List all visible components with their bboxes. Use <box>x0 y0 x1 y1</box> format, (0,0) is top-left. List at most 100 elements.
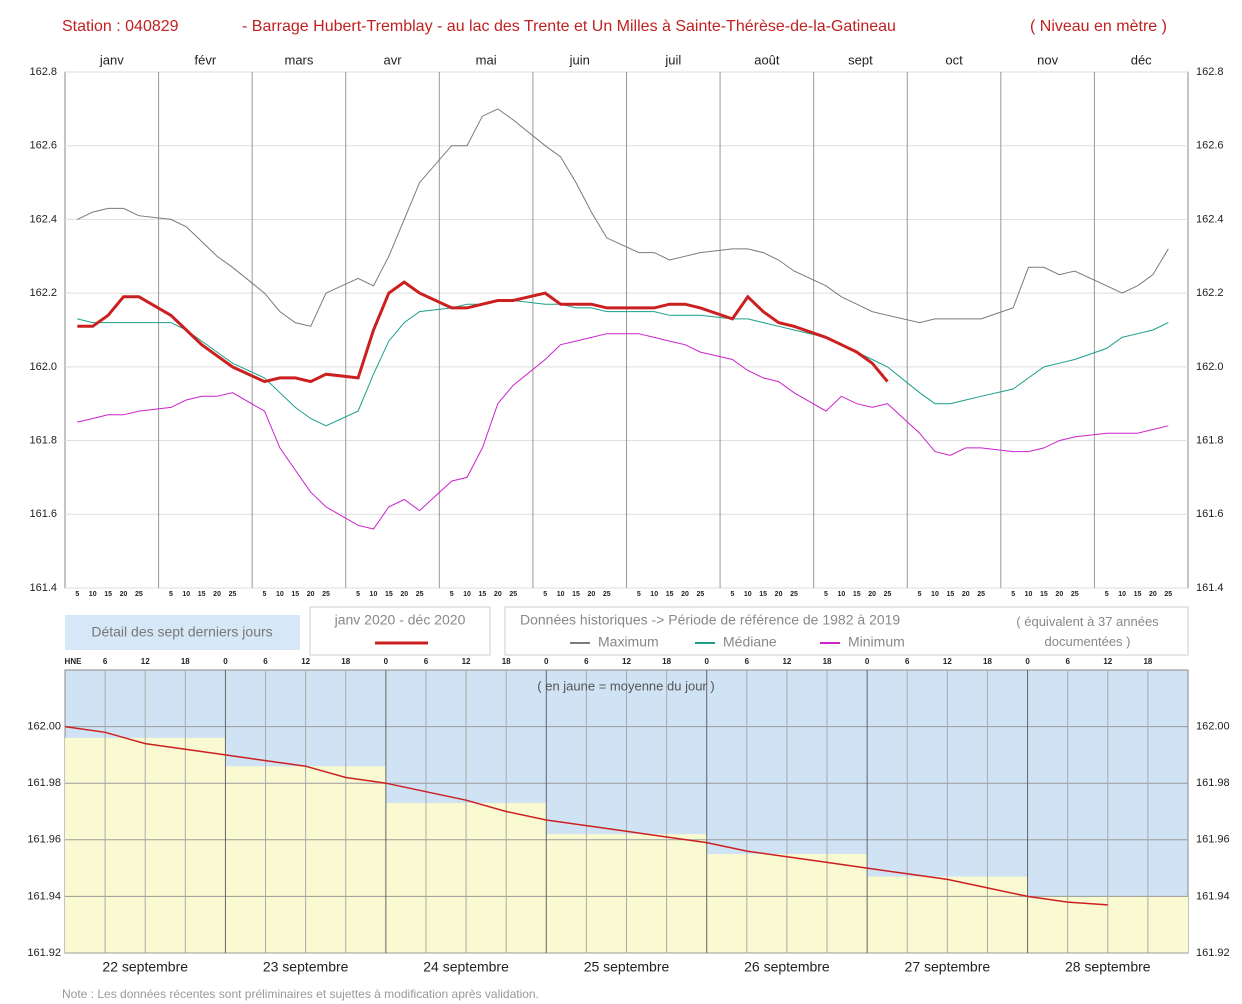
hour-label: 18 <box>823 657 832 666</box>
x-tick-label: 24 septembre <box>423 959 509 975</box>
hour-label: 0 <box>704 657 709 666</box>
subtitle: - Barrage Hubert-Tremblay - au lac des T… <box>242 18 896 35</box>
month-label: août <box>754 52 780 67</box>
x-tick-label: 5 <box>824 591 828 598</box>
month-label: déc <box>1131 52 1152 67</box>
y2-tick-label: 162.6 <box>1196 140 1224 152</box>
y2-tick-label: 162.8 <box>1196 66 1224 78</box>
x-tick-label: 10 <box>744 591 752 598</box>
x-tick-label: 15 <box>572 591 580 598</box>
hour-label: HNE <box>65 657 83 666</box>
x-tick-label: 15 <box>1134 591 1142 598</box>
series-line <box>77 300 1169 427</box>
x-tick-label: 5 <box>1011 591 1015 598</box>
x-tick-label: 10 <box>1025 591 1033 598</box>
y2-tick-label: 161.6 <box>1196 508 1224 520</box>
y-tick-label: 161.94 <box>27 890 61 902</box>
x-tick-label: 25 septembre <box>584 959 670 975</box>
x-tick-label: 25 <box>884 591 892 598</box>
hour-label: 18 <box>983 657 992 666</box>
y2-tick-label: 162.4 <box>1196 213 1224 225</box>
x-tick-label: 25 <box>790 591 798 598</box>
hour-label: 18 <box>1143 657 1152 666</box>
x-tick-label: 15 <box>946 591 954 598</box>
hour-label: 18 <box>181 657 190 666</box>
x-tick-label: 25 <box>509 591 517 598</box>
x-tick-label: 20 <box>868 591 876 598</box>
x-tick-label: 15 <box>853 591 861 598</box>
x-tick-label: 5 <box>637 591 641 598</box>
x-tick-label: 5 <box>450 591 454 598</box>
annotation: ( en jaune = moyenne du jour ) <box>537 678 714 693</box>
x-tick-label: 10 <box>931 591 939 598</box>
y-tick-label: 161.96 <box>27 834 61 846</box>
x-tick-label: 25 <box>1071 591 1079 598</box>
month-label: mars <box>285 52 314 67</box>
legend-label: Médiane <box>723 634 777 650</box>
legend-note: ( équivalent à 37 années documentées ) <box>1016 614 1159 649</box>
month-label: févr <box>195 52 217 67</box>
x-tick-label: 25 <box>416 591 424 598</box>
hour-label: 6 <box>263 657 268 666</box>
legend-label: Minimum <box>848 634 905 650</box>
y-tick-label: 161.6 <box>29 508 57 520</box>
x-tick-label: 20 <box>120 591 128 598</box>
series-line <box>77 333 1169 530</box>
hour-label: 6 <box>905 657 910 666</box>
series-line <box>77 108 1169 327</box>
x-tick-label: 20 <box>494 591 502 598</box>
hour-label: 6 <box>745 657 750 666</box>
x-tick-label: 10 <box>557 591 565 598</box>
x-tick-label: 26 septembre <box>744 959 830 975</box>
hour-label: 6 <box>1065 657 1070 666</box>
hour-label: 6 <box>103 657 108 666</box>
x-tick-label: 20 <box>400 591 408 598</box>
hour-label: 6 <box>584 657 589 666</box>
y-tick-label: 162.0 <box>29 361 57 373</box>
x-tick-label: 20 <box>588 591 596 598</box>
y-tick-label: 162.6 <box>29 140 57 152</box>
month-label: avr <box>384 52 403 67</box>
x-tick-label: 5 <box>918 591 922 598</box>
x-tick-label: 20 <box>775 591 783 598</box>
x-tick-label: 25 <box>322 591 330 598</box>
y-tick-label: 162.00 <box>27 721 61 733</box>
y-tick-label: 162.8 <box>29 66 57 78</box>
x-tick-label: 28 septembre <box>1065 959 1151 975</box>
hour-label: 0 <box>1025 657 1030 666</box>
y2-tick-label: 162.2 <box>1196 287 1224 299</box>
x-tick-label: 10 <box>1118 591 1126 598</box>
legend-box <box>309 606 491 656</box>
month-label: mai <box>476 52 497 67</box>
x-tick-label: 20 <box>1149 591 1157 598</box>
hour-label: 0 <box>223 657 228 666</box>
hour-label: 12 <box>622 657 631 666</box>
y2-tick-label: 162.0 <box>1196 361 1224 373</box>
y2-tick-label: 161.4 <box>1196 582 1224 594</box>
x-tick-label: 25 <box>603 591 611 598</box>
x-tick-label: 10 <box>370 591 378 598</box>
x-tick-label: 27 septembre <box>905 959 991 975</box>
x-tick-label: 20 <box>213 591 221 598</box>
hour-label: 0 <box>544 657 549 666</box>
x-tick-label: 15 <box>666 591 674 598</box>
month-label: sept <box>848 52 873 67</box>
x-tick-label: 10 <box>182 591 190 598</box>
x-tick-label: 20 <box>1055 591 1063 598</box>
legend-box <box>504 606 1189 656</box>
month-label: janv <box>99 52 124 67</box>
detail-button-label[interactable]: Détail des sept derniers jours <box>91 624 272 640</box>
hour-label: 12 <box>782 657 791 666</box>
hour-label: 0 <box>865 657 870 666</box>
hour-label: 18 <box>662 657 671 666</box>
x-tick-label: 25 <box>135 591 143 598</box>
hour-label: 18 <box>502 657 511 666</box>
x-tick-label: 5 <box>263 591 267 598</box>
x-tick-label: 15 <box>759 591 767 598</box>
y2-tick-label: 161.94 <box>1196 890 1230 902</box>
detail-button[interactable] <box>65 615 300 650</box>
hour-label: 12 <box>943 657 952 666</box>
x-tick-label: 15 <box>1040 591 1048 598</box>
hour-label: 6 <box>424 657 429 666</box>
x-tick-label: 5 <box>730 591 734 598</box>
